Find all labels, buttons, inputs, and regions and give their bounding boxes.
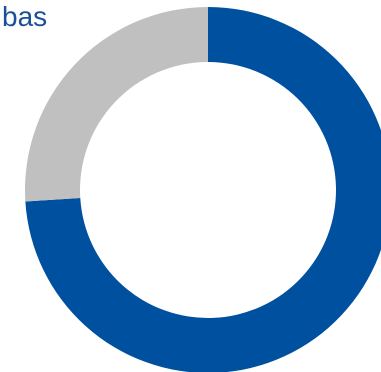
donut-slice-2: [25, 7, 208, 202]
donut-slice-1: [25, 7, 381, 372]
chart-label: bas: [2, 1, 48, 32]
